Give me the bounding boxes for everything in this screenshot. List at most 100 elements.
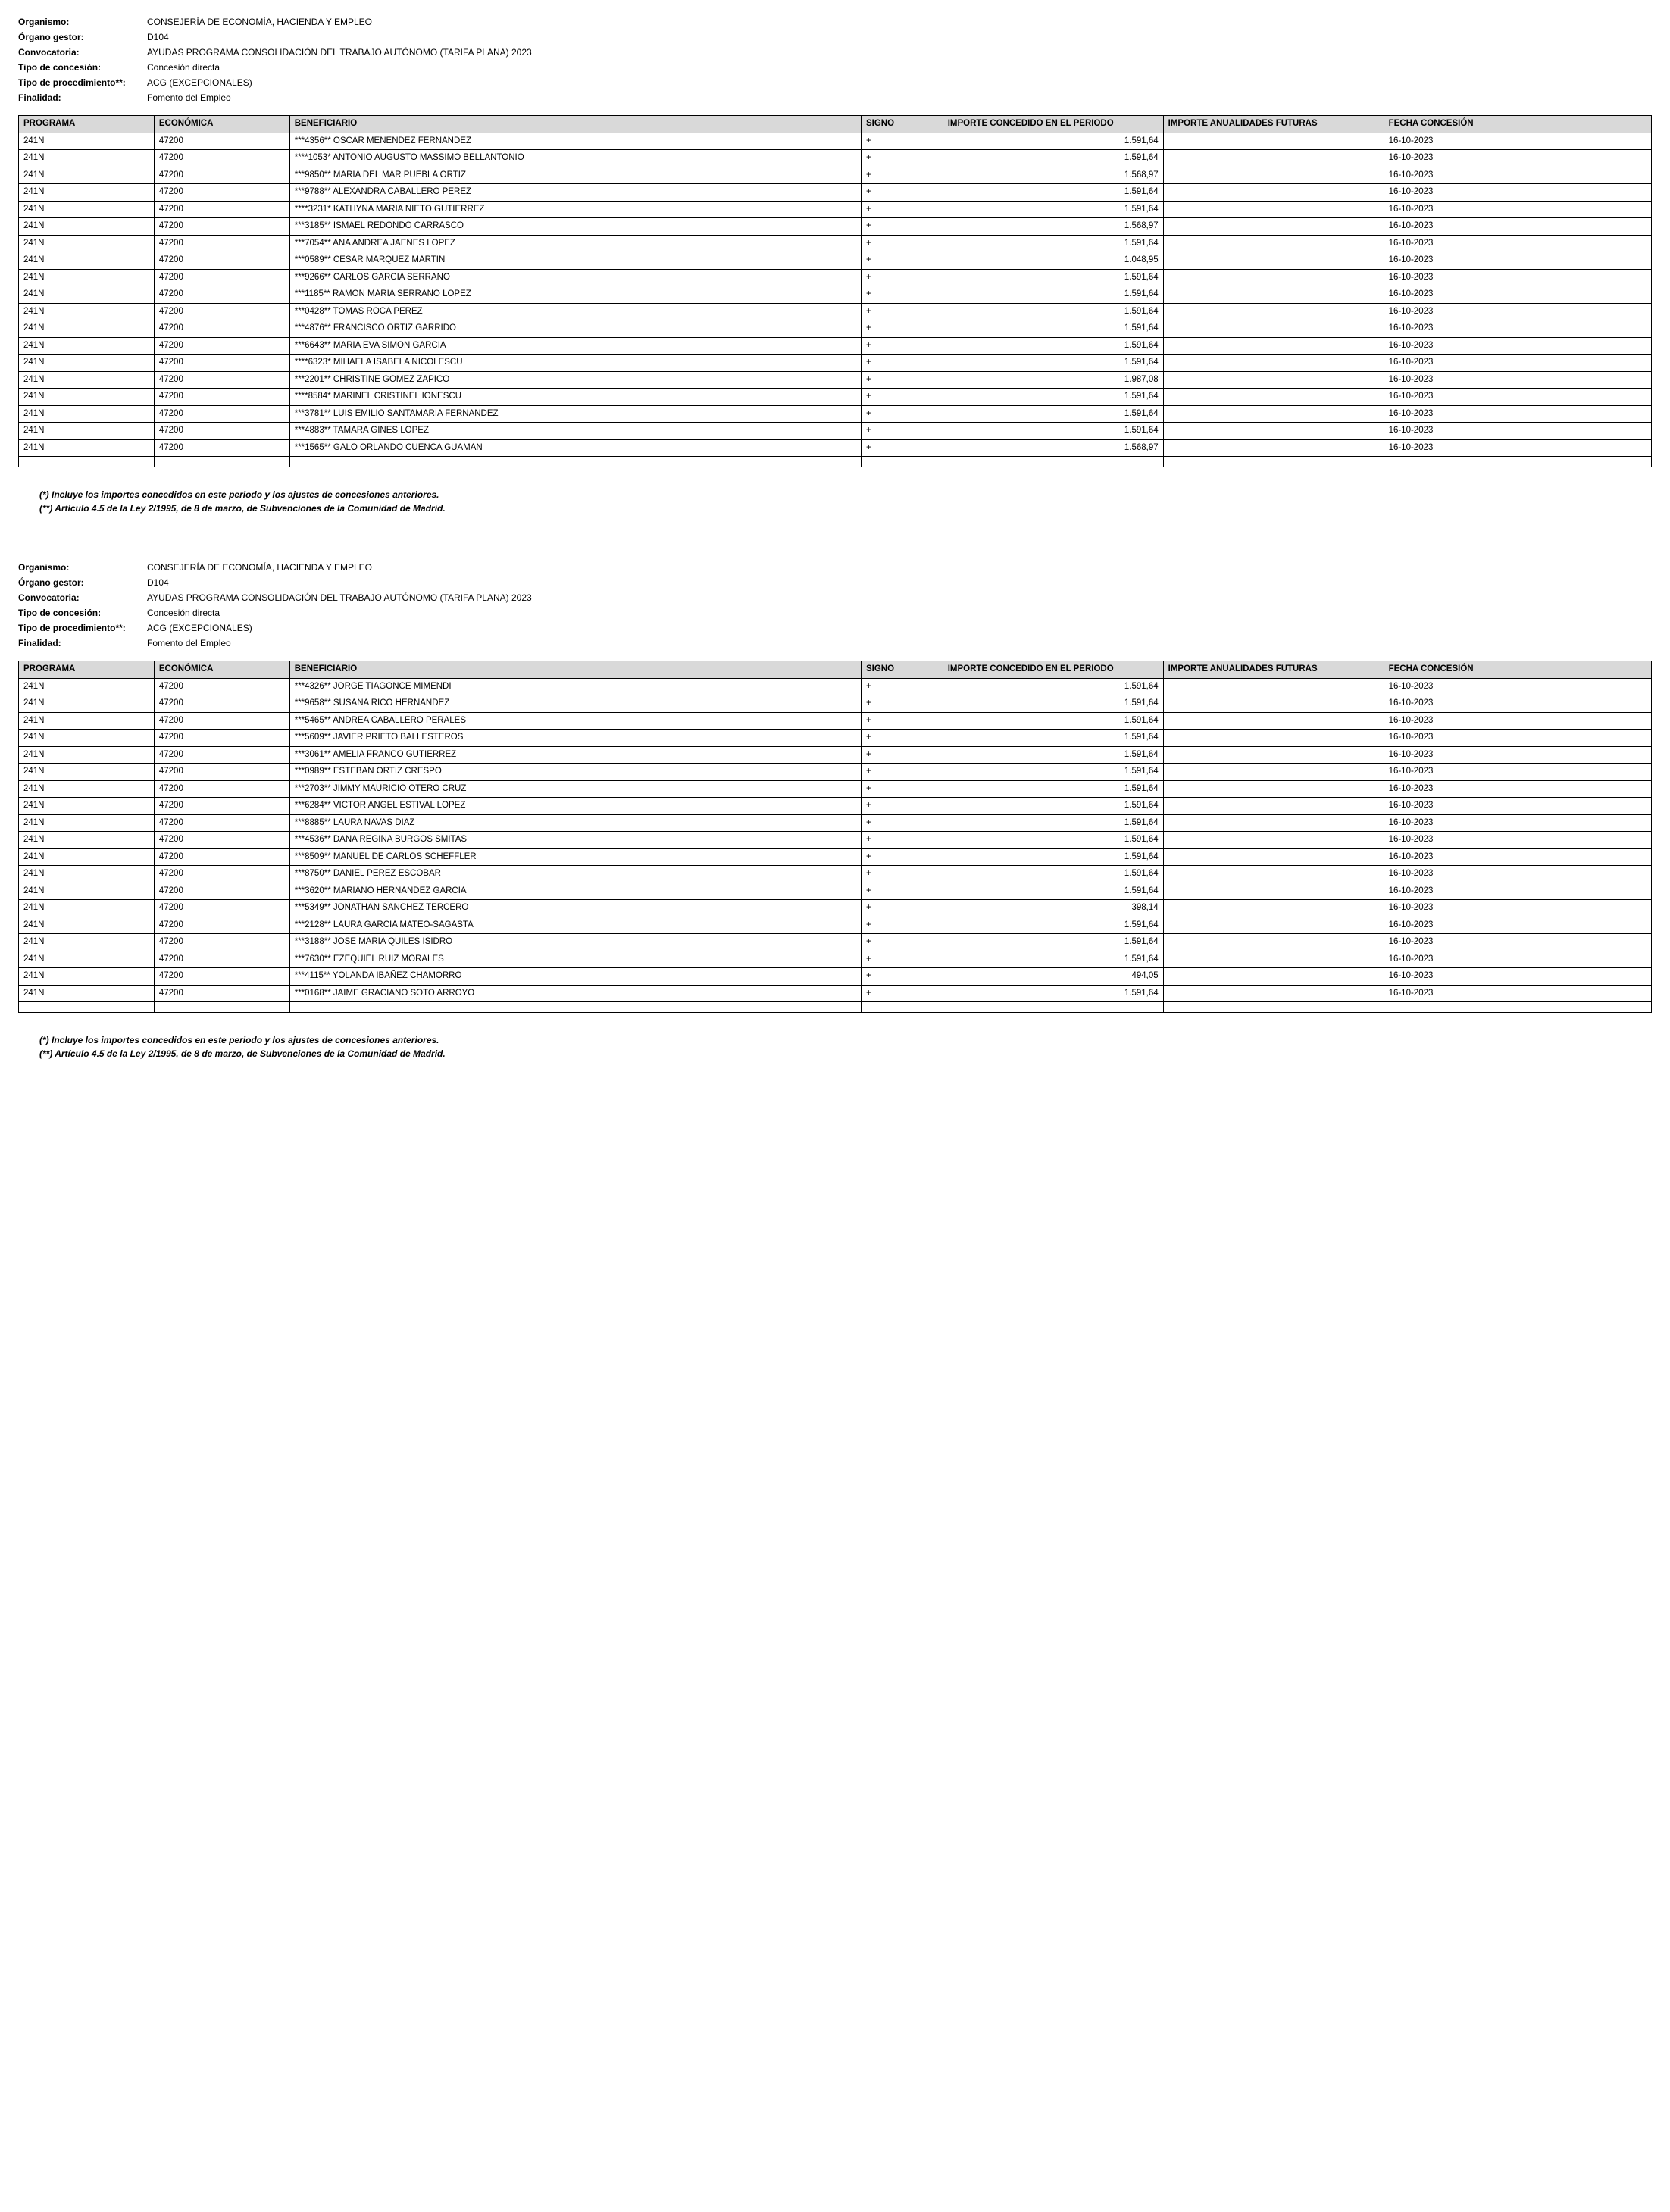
cell-importe-futuras bbox=[1163, 695, 1384, 713]
meta-label-tipo_concesion: Tipo de concesión: bbox=[18, 606, 147, 620]
cell-programa: 241N bbox=[19, 764, 155, 781]
table-row: 241N47200***0989** ESTEBAN ORTIZ CRESPO+… bbox=[19, 764, 1652, 781]
cell-importe-periodo: 1.591,64 bbox=[943, 746, 1163, 764]
cell-beneficiario: ***0428** TOMAS ROCA PEREZ bbox=[289, 303, 861, 320]
col-header-beneficiario: BENEFICIARIO bbox=[289, 116, 861, 133]
cell-importe-periodo: 1.568,97 bbox=[943, 218, 1163, 236]
cell-importe-periodo: 1.591,64 bbox=[943, 201, 1163, 218]
cell-importe-futuras bbox=[1163, 985, 1384, 1002]
cell-programa: 241N bbox=[19, 695, 155, 713]
cell-beneficiario: ***6284** VICTOR ANGEL ESTIVAL LOPEZ bbox=[289, 798, 861, 815]
cell-importe-periodo: 1.591,64 bbox=[943, 985, 1163, 1002]
cell-importe-periodo: 1.591,64 bbox=[943, 951, 1163, 968]
cell-fecha: 16-10-2023 bbox=[1384, 439, 1651, 457]
meta-row: Tipo de concesión:Concesión directa bbox=[18, 606, 1652, 620]
col-header-importe_futuras: IMPORTE ANUALIDADES FUTURAS bbox=[1163, 661, 1384, 679]
cell-importe-periodo: 1.591,64 bbox=[943, 337, 1163, 355]
meta-label-tipo_concesion: Tipo de concesión: bbox=[18, 61, 147, 74]
cell-economica: 47200 bbox=[154, 814, 289, 832]
cell-economica: 47200 bbox=[154, 423, 289, 440]
meta-row: Tipo de concesión:Concesión directa bbox=[18, 61, 1652, 74]
cell-beneficiario: ***4536** DANA REGINA BURGOS SMITAS bbox=[289, 832, 861, 849]
table-spacer-row bbox=[19, 457, 1652, 467]
cell-programa: 241N bbox=[19, 201, 155, 218]
footnote-1: (*) Incluye los importes concedidos en e… bbox=[39, 489, 1652, 501]
cell-fecha: 16-10-2023 bbox=[1384, 167, 1651, 184]
meta-label-convocatoria: Convocatoria: bbox=[18, 45, 147, 59]
cell-fecha: 16-10-2023 bbox=[1384, 848, 1651, 866]
cell-importe-futuras bbox=[1163, 832, 1384, 849]
cell-economica: 47200 bbox=[154, 900, 289, 917]
meta-value-convocatoria: AYUDAS PROGRAMA CONSOLIDACIÓN DEL TRABAJ… bbox=[147, 45, 532, 59]
cell-fecha: 16-10-2023 bbox=[1384, 150, 1651, 167]
cell-signo: + bbox=[861, 764, 943, 781]
cell-importe-periodo: 1.568,97 bbox=[943, 439, 1163, 457]
cell-importe-futuras bbox=[1163, 133, 1384, 150]
cell-fecha: 16-10-2023 bbox=[1384, 235, 1651, 252]
meta-row: Convocatoria:AYUDAS PROGRAMA CONSOLIDACI… bbox=[18, 591, 1652, 605]
cell-economica: 47200 bbox=[154, 678, 289, 695]
col-header-signo: SIGNO bbox=[861, 116, 943, 133]
cell-importe-futuras bbox=[1163, 269, 1384, 286]
cell-programa: 241N bbox=[19, 866, 155, 883]
cell-importe-periodo: 1.591,64 bbox=[943, 730, 1163, 747]
cell-programa: 241N bbox=[19, 439, 155, 457]
cell-importe-futuras bbox=[1163, 780, 1384, 798]
cell-importe-periodo: 1.591,64 bbox=[943, 798, 1163, 815]
cell-importe-futuras bbox=[1163, 951, 1384, 968]
cell-importe-periodo: 1.591,64 bbox=[943, 150, 1163, 167]
meta-value-tipo_concesion: Concesión directa bbox=[147, 606, 220, 620]
cell-fecha: 16-10-2023 bbox=[1384, 355, 1651, 372]
meta-label-tipo_procedimiento: Tipo de procedimiento**: bbox=[18, 76, 147, 89]
table-row: 241N47200***3185** ISMAEL REDONDO CARRAS… bbox=[19, 218, 1652, 236]
cell-economica: 47200 bbox=[154, 389, 289, 406]
cell-fecha: 16-10-2023 bbox=[1384, 201, 1651, 218]
cell-importe-futuras bbox=[1163, 968, 1384, 986]
table-row: 241N47200***0168** JAIME GRACIANO SOTO A… bbox=[19, 985, 1652, 1002]
cell-fecha: 16-10-2023 bbox=[1384, 917, 1651, 934]
cell-programa: 241N bbox=[19, 423, 155, 440]
cell-importe-futuras bbox=[1163, 883, 1384, 900]
cell-economica: 47200 bbox=[154, 832, 289, 849]
cell-fecha: 16-10-2023 bbox=[1384, 764, 1651, 781]
cell-importe-periodo: 1.591,64 bbox=[943, 320, 1163, 338]
cell-importe-futuras bbox=[1163, 167, 1384, 184]
cell-beneficiario: ***4883** TAMARA GINES LOPEZ bbox=[289, 423, 861, 440]
cell-importe-futuras bbox=[1163, 678, 1384, 695]
table-row: 241N47200***9788** ALEXANDRA CABALLERO P… bbox=[19, 184, 1652, 202]
cell-importe-periodo: 1.591,64 bbox=[943, 832, 1163, 849]
meta-row: Tipo de procedimiento**:ACG (EXCEPCIONAL… bbox=[18, 621, 1652, 635]
cell-signo: + bbox=[861, 269, 943, 286]
cell-fecha: 16-10-2023 bbox=[1384, 746, 1651, 764]
cell-economica: 47200 bbox=[154, 866, 289, 883]
cell-programa: 241N bbox=[19, 218, 155, 236]
meta-row: Finalidad:Fomento del Empleo bbox=[18, 636, 1652, 650]
cell-beneficiario: ****8584* MARINEL CRISTINEL IONESCU bbox=[289, 389, 861, 406]
table-row: 241N47200***4326** JORGE TIAGONCE MIMEND… bbox=[19, 678, 1652, 695]
cell-signo: + bbox=[861, 730, 943, 747]
meta-row: Convocatoria:AYUDAS PROGRAMA CONSOLIDACI… bbox=[18, 45, 1652, 59]
table-row: 241N47200***5349** JONATHAN SANCHEZ TERC… bbox=[19, 900, 1652, 917]
cell-programa: 241N bbox=[19, 303, 155, 320]
table-row: 241N47200***2128** LAURA GARCIA MATEO-SA… bbox=[19, 917, 1652, 934]
cell-importe-futuras bbox=[1163, 730, 1384, 747]
cell-economica: 47200 bbox=[154, 917, 289, 934]
cell-beneficiario: ***3620** MARIANO HERNANDEZ GARCIA bbox=[289, 883, 861, 900]
cell-fecha: 16-10-2023 bbox=[1384, 218, 1651, 236]
cell-signo: + bbox=[861, 235, 943, 252]
meta-value-organismo: CONSEJERÍA DE ECONOMÍA, HACIENDA Y EMPLE… bbox=[147, 15, 372, 29]
table-row: 241N47200***4356** OSCAR MENENDEZ FERNAN… bbox=[19, 133, 1652, 150]
cell-economica: 47200 bbox=[154, 730, 289, 747]
meta-row: Organismo:CONSEJERÍA DE ECONOMÍA, HACIEN… bbox=[18, 15, 1652, 29]
cell-importe-periodo: 1.591,64 bbox=[943, 883, 1163, 900]
cell-signo: + bbox=[861, 883, 943, 900]
cell-economica: 47200 bbox=[154, 780, 289, 798]
cell-programa: 241N bbox=[19, 832, 155, 849]
cell-importe-futuras bbox=[1163, 218, 1384, 236]
meta-label-organo: Órgano gestor: bbox=[18, 30, 147, 44]
cell-economica: 47200 bbox=[154, 303, 289, 320]
cell-importe-futuras bbox=[1163, 150, 1384, 167]
cell-importe-futuras bbox=[1163, 746, 1384, 764]
cell-signo: + bbox=[861, 780, 943, 798]
cell-economica: 47200 bbox=[154, 985, 289, 1002]
